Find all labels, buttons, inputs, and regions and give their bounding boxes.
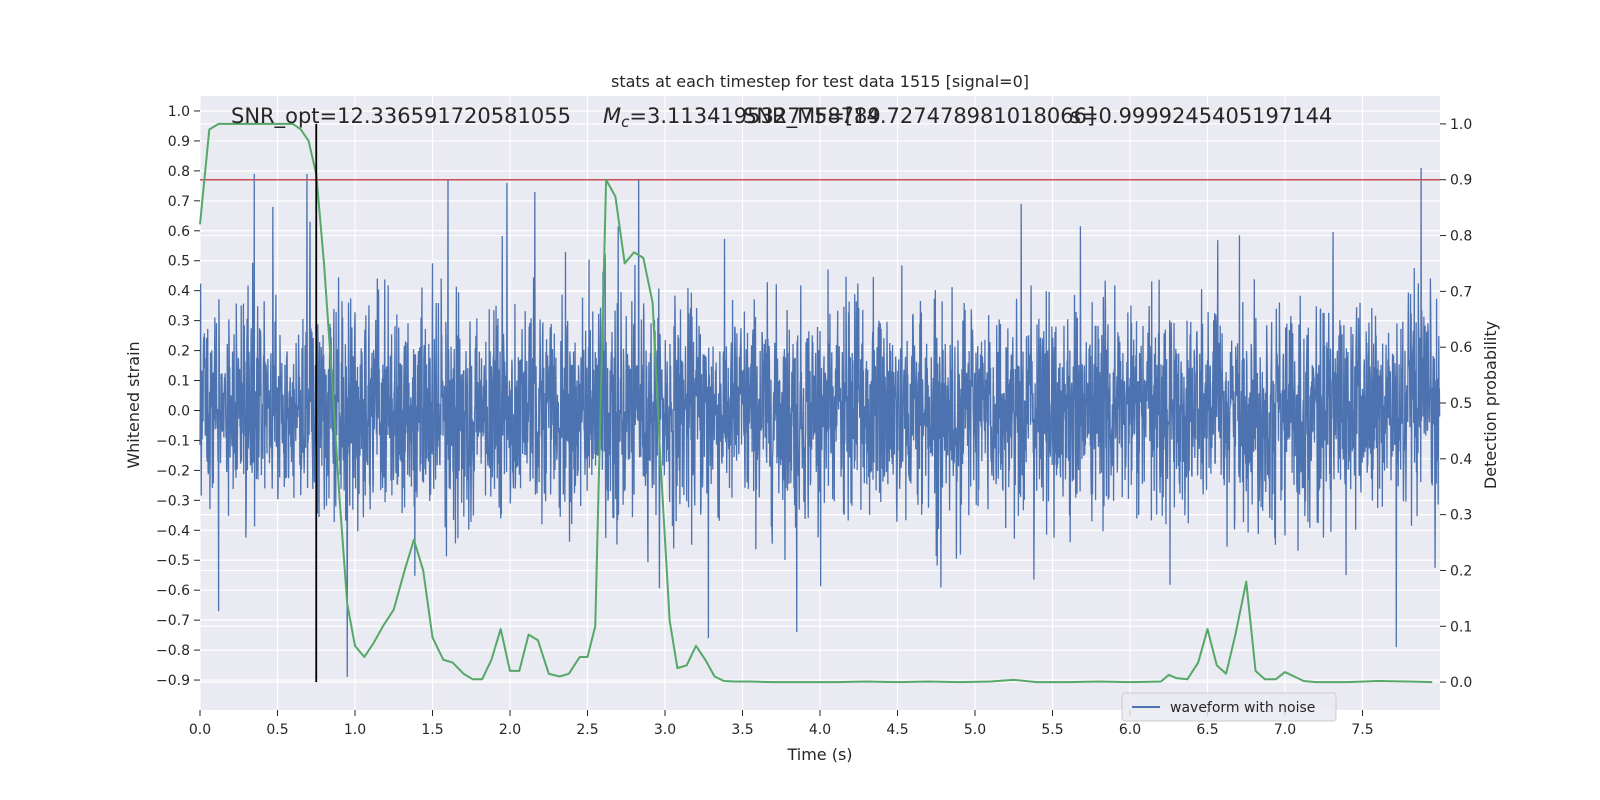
y-tick-label-left: 0.4	[168, 284, 190, 300]
chart-title: stats at each timestep for test data 151…	[611, 72, 1029, 91]
y-tick-label-right: 0.5	[1450, 396, 1472, 412]
x-tick-label: 2.5	[576, 722, 598, 738]
x-tick-label: 2.0	[499, 722, 521, 738]
waveform-noise-line	[199, 167, 1441, 678]
legend-box	[1121, 692, 1337, 722]
y-tick-label-right: 0.1	[1450, 619, 1472, 635]
x-tick-label: 6.5	[1196, 722, 1218, 738]
y-tick-label-left: 0.6	[168, 224, 190, 240]
waveform-with-noise-series	[199, 167, 1441, 678]
y-tick-label-left: 0.0	[168, 403, 190, 419]
y-tick-label-right: 0.6	[1450, 340, 1472, 356]
y-tick-label-left: 0.9	[168, 134, 190, 150]
y-tick-label-left: 0.8	[168, 164, 190, 180]
x-tick-label: 6.0	[1119, 722, 1141, 738]
y-tick-label-right: 1.0	[1450, 117, 1472, 133]
y-tick-label-right: 0.9	[1450, 173, 1472, 189]
annotation-s-value: s=0.9999245405197144	[1070, 104, 1332, 128]
y-tick-label-right: 0.0	[1450, 675, 1472, 691]
x-tick-label: 5.5	[1041, 722, 1063, 738]
y-tick-label-left: −0.9	[156, 673, 190, 689]
y-tick-label-left: 1.0	[168, 104, 190, 120]
y-tick-label-left: −0.2	[156, 463, 190, 479]
y-axis-label-left: Whitened strain	[124, 341, 143, 468]
x-tick-label: 4.5	[886, 722, 908, 738]
annotation-chirp-mass-value: =3.1134195327758789	[629, 104, 880, 128]
y-tick-label-left: 0.7	[168, 194, 190, 210]
x-axis-label: Time (s)	[786, 745, 852, 764]
y-tick-label-right: 0.8	[1450, 229, 1472, 245]
x-tick-label: 0.5	[266, 722, 288, 738]
overlay-lines	[199, 122, 1440, 684]
y-tick-label-left: 0.1	[168, 374, 190, 390]
y-tick-label-left: −0.1	[156, 433, 190, 449]
x-tick-label: 4.0	[809, 722, 831, 738]
y-tick-label-left: −0.8	[156, 643, 190, 659]
x-tick-label: 1.5	[421, 722, 443, 738]
legend: waveform with noise	[1121, 692, 1337, 722]
y-tick-label-left: −0.7	[156, 613, 190, 629]
x-tick-label: 3.0	[654, 722, 676, 738]
y-tick-label-left: −0.5	[156, 553, 190, 569]
detection-probability-line	[199, 122, 1433, 684]
x-tick-label: 0.0	[189, 722, 211, 738]
legend-label-waveform: waveform with noise	[1170, 700, 1315, 716]
y-tick-label-right: 0.7	[1450, 284, 1472, 300]
y-tick-label-right: 0.2	[1450, 563, 1472, 579]
x-tick-label: 3.5	[731, 722, 753, 738]
y-tick-label-left: −0.3	[156, 493, 190, 509]
x-tick-label: 1.0	[344, 722, 366, 738]
y-axis-label-right: Detection probability	[1481, 321, 1500, 489]
y-tick-label-left: 0.2	[168, 344, 190, 360]
annotation-snr-mf: SNR_MF=[14.727478981018066]	[743, 104, 1095, 129]
x-tick-label: 7.0	[1274, 722, 1296, 738]
annotation-chirp-mass-sub: c	[621, 113, 630, 131]
y-tick-label-left: −0.4	[156, 523, 190, 539]
y-tick-label-left: 0.3	[168, 314, 190, 330]
annotation-chirp-mass-symbol: M	[603, 104, 621, 128]
y-tick-label-left: −0.6	[156, 583, 190, 599]
annotation-chirp-mass: Mc=3.1134195327758789	[603, 104, 881, 131]
y-tick-label-right: 0.4	[1450, 452, 1472, 468]
x-tick-label: 7.5	[1351, 722, 1373, 738]
y-tick-label-right: 0.3	[1450, 508, 1472, 524]
y-tick-label-left: 0.5	[168, 254, 190, 270]
annotation-snr-opt: SNR_opt=12.336591720581055	[231, 104, 571, 129]
x-tick-label: 5.0	[964, 722, 986, 738]
axis-ticks: 0.0 0.5 1.0 1.5 2.0 2.5 3.0 3.5 4.0 4.5 5.0 5.5 6.0 6…	[156, 104, 1472, 738]
